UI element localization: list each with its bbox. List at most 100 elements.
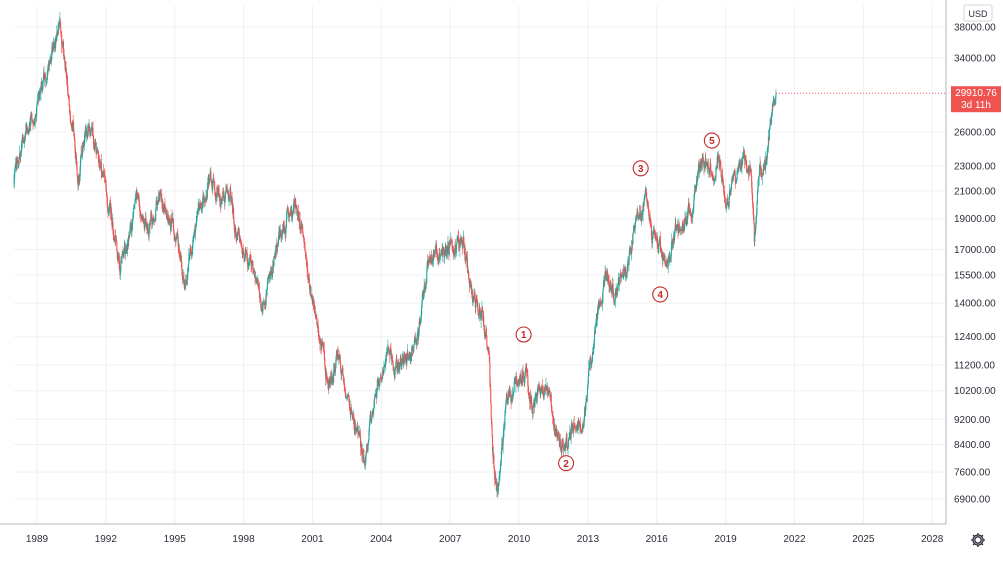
candle-body — [620, 274, 622, 278]
candle-body — [712, 175, 714, 178]
candle-body — [83, 144, 85, 147]
candle-body — [554, 428, 556, 434]
candle-body — [322, 341, 324, 347]
candle-body — [269, 274, 271, 279]
candle-body — [235, 233, 237, 238]
candle-body — [225, 189, 227, 191]
y-tick-label: 19000.00 — [954, 214, 996, 225]
wave-label-text: 1 — [521, 330, 527, 341]
candle-body — [730, 184, 732, 190]
candle-body — [749, 165, 751, 172]
candle-body — [81, 155, 83, 157]
candle-body — [288, 213, 291, 217]
candle-body — [754, 232, 756, 236]
candle-body — [616, 288, 619, 295]
candle-body — [184, 284, 186, 289]
candle-body — [597, 301, 600, 311]
candle-body — [451, 244, 453, 249]
candle-body — [767, 136, 769, 147]
candle-body — [548, 389, 551, 393]
candle-body — [566, 442, 568, 449]
candle-body — [660, 247, 662, 250]
candle-body — [707, 162, 709, 167]
candle-body — [422, 294, 424, 298]
candle-body — [687, 212, 689, 220]
candle-body — [24, 132, 27, 138]
candle-body — [619, 275, 621, 279]
candle-body — [132, 217, 134, 224]
candle-body — [560, 446, 562, 451]
candle-body — [567, 448, 569, 449]
candle-body — [13, 180, 15, 185]
candle-body — [773, 100, 775, 102]
candle-body — [664, 259, 666, 262]
candle-body — [403, 358, 405, 364]
candle-body — [611, 287, 613, 294]
candle-body — [242, 249, 244, 255]
candle-body — [586, 395, 588, 402]
candle-body — [544, 389, 547, 390]
candle-body — [81, 147, 83, 156]
candle-body — [486, 335, 488, 346]
candle-body — [314, 306, 316, 315]
candle-body — [65, 67, 67, 72]
candle-body — [257, 279, 259, 285]
x-tick-label: 2028 — [921, 534, 944, 545]
candle-body — [45, 77, 47, 82]
y-tick-label: 34000.00 — [954, 53, 996, 64]
candle-body — [141, 215, 143, 220]
candle-body — [456, 238, 458, 243]
candle-body — [109, 202, 111, 206]
candle-body — [50, 59, 52, 61]
candle-body — [118, 256, 120, 261]
candle-body — [218, 187, 220, 195]
candle-body — [105, 180, 107, 186]
candle-body — [90, 128, 92, 132]
candle-body — [594, 327, 596, 334]
candle-body — [42, 81, 44, 90]
candle-body — [595, 323, 597, 328]
candle-body — [405, 354, 407, 358]
candle-body — [323, 350, 325, 359]
candle-body — [185, 279, 187, 286]
candle-body — [79, 165, 81, 177]
candle-body — [185, 279, 187, 282]
candle-body — [555, 428, 558, 434]
candle-body — [767, 146, 769, 150]
candle-body — [192, 238, 194, 241]
candle-body — [418, 321, 420, 332]
candle-body — [96, 149, 98, 152]
candle-body — [774, 100, 776, 105]
candle-body — [557, 432, 559, 435]
candle-body — [705, 159, 707, 165]
settings-button[interactable] — [971, 533, 985, 547]
candle-body — [371, 412, 373, 419]
candle-body — [732, 180, 734, 183]
candle-body — [129, 225, 131, 234]
currency-label[interactable]: USD — [963, 4, 993, 22]
candle-body — [762, 173, 764, 175]
candle-body — [311, 295, 313, 304]
candle-body — [495, 473, 497, 484]
candle-body — [489, 382, 491, 389]
candle-body — [458, 242, 460, 245]
candle-body — [355, 424, 357, 433]
candle-body — [70, 122, 72, 124]
wave-label-text: 3 — [638, 164, 644, 175]
candle-body — [411, 347, 413, 357]
candle-body — [650, 221, 652, 225]
candle-body — [509, 389, 511, 391]
candle-body — [578, 421, 580, 429]
candle-body — [179, 254, 181, 260]
candle-body — [653, 232, 655, 234]
candle-body — [549, 396, 551, 398]
candle-body — [214, 194, 216, 197]
candle-body — [276, 244, 278, 252]
candle-body — [770, 121, 772, 125]
candle-body — [657, 243, 659, 245]
candle-body — [542, 389, 544, 393]
candle-body — [359, 434, 361, 437]
candle-body — [144, 220, 146, 224]
candle-body — [349, 408, 351, 412]
